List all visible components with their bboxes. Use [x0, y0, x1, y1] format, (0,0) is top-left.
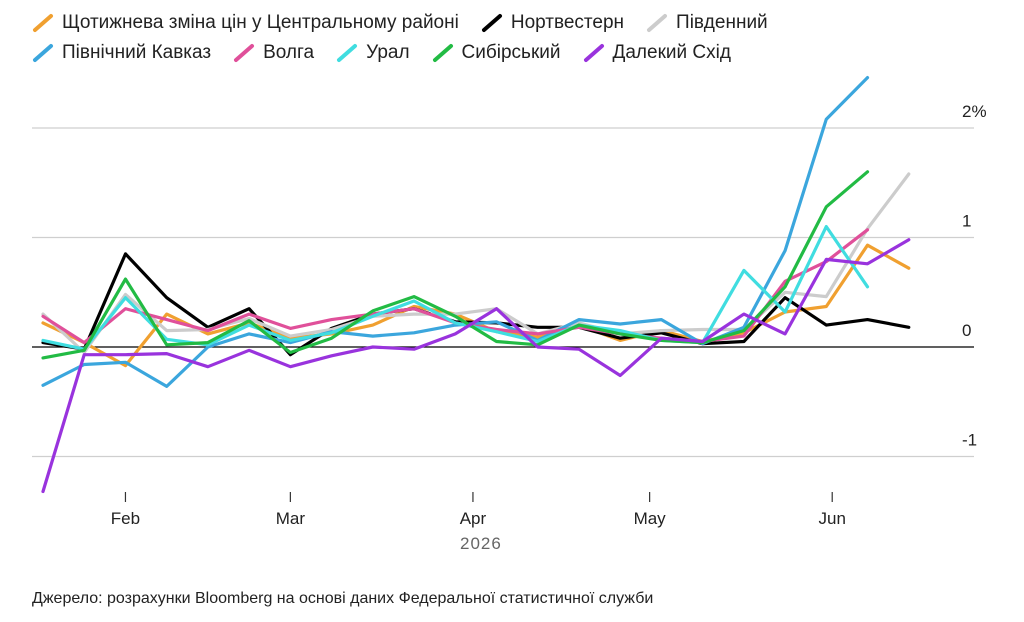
x-tick-label: Feb [111, 509, 140, 528]
y-tick-label: 2% [962, 102, 987, 121]
legend-swatch-icon [647, 14, 668, 32]
legend-item: Сибірський [432, 42, 561, 64]
x-axis-year-label: 2026 [460, 534, 502, 553]
legend-row-2: Північний Кавказ Волга Урал Сибірський Далек… [32, 38, 1012, 68]
y-tick-label: -1 [962, 431, 977, 450]
x-tick-label: Mar [276, 509, 306, 528]
legend-label: Волга [263, 42, 315, 63]
legend-item: Щотижнева зміна цін у Центральному район… [32, 12, 459, 34]
legend-item: Південний [646, 12, 768, 34]
legend-label: Урал [366, 42, 410, 63]
legend-label: Північний Кавказ [62, 42, 212, 63]
legend-swatch-icon [33, 44, 53, 62]
series-line-6 [41, 170, 870, 360]
x-tick-label: Jun [818, 509, 845, 528]
legend-swatch-icon [432, 44, 453, 62]
legend-swatch-icon [337, 44, 358, 62]
legend-item: Північний Кавказ [32, 42, 211, 64]
y-tick-label: 1 [962, 212, 971, 231]
series-line-5 [41, 225, 870, 351]
legend-swatch-icon [583, 44, 604, 62]
x-axis: Feb Mar Apr May Jun [111, 492, 846, 528]
legend-item: Нортвестерн [481, 12, 624, 34]
legend-item: Волга [233, 42, 314, 64]
y-axis-tick-labels: 2% 1 0 -1 [962, 102, 987, 450]
legend-swatch-icon [481, 14, 502, 32]
legend-label: Сибірський [461, 42, 561, 63]
legend-swatch-icon [33, 14, 53, 32]
legend-item: Урал [336, 42, 410, 64]
legend-row-1: Щотижнева зміна цін у Центральному район… [32, 8, 1012, 38]
source-note: Джерело: розрахунки Bloomberg на основі … [32, 590, 654, 607]
x-tick-label: Apr [460, 509, 487, 528]
series-lines [41, 75, 911, 494]
legend-label: Щотижнева зміна цін у Центральному район… [62, 12, 459, 33]
y-tick-label: 0 [962, 321, 971, 340]
legend-item: Далекий Схід [583, 42, 731, 64]
grid-lines [32, 127, 974, 458]
legend-label: Далекий Схід [612, 42, 731, 63]
legend: Щотижнева зміна цін у Центральному район… [32, 8, 1012, 68]
series-line-7 [41, 238, 911, 494]
series-line-3 [41, 75, 870, 388]
legend-label: Нортвестерн [510, 12, 625, 33]
legend-swatch-icon [234, 44, 255, 62]
x-tick-label: May [634, 509, 667, 528]
legend-label: Південний [676, 12, 768, 33]
